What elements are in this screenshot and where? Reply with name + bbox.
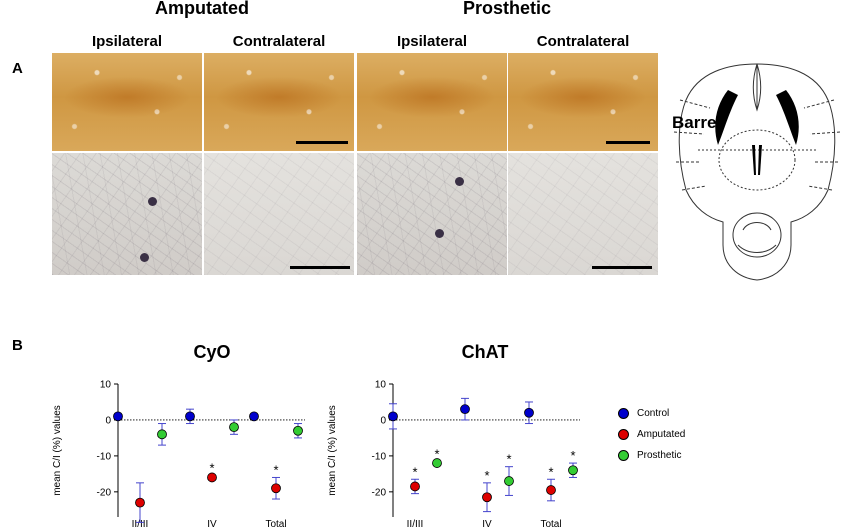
col-title-prosthetic-ipsilateral: Ipsilateral — [396, 33, 468, 50]
micrograph-cyo-prosthetic-ipsilateral — [357, 53, 507, 151]
significance-marker: * — [434, 446, 439, 461]
data-point-prosthetic — [157, 429, 167, 440]
legend: Control Amputated Prosthetic — [618, 403, 738, 466]
chart-chat: mean C/I (%) values 10 0 -10 -20 II/III IV Tota… — [327, 380, 580, 528]
y-axis-label: mean C/I (%) values — [52, 405, 63, 496]
panel-b-letter: B — [12, 337, 23, 354]
significance-marker: * — [548, 464, 553, 479]
data-point-control — [460, 404, 470, 415]
x-tick-label: Total — [265, 519, 286, 528]
data-point-amputated — [207, 472, 217, 483]
legend-marker-icon — [618, 408, 629, 419]
x-tick-label: IV — [482, 519, 492, 528]
data-point-prosthetic — [293, 425, 303, 436]
col-title-amputated-contralateral: Contralateral — [232, 33, 326, 50]
scale-bar — [592, 266, 652, 269]
group-title-prosthetic: Prosthetic — [462, 0, 552, 18]
legend-marker-icon — [618, 450, 629, 461]
panel-a-letter: A — [12, 60, 23, 77]
data-point-amputated — [482, 492, 492, 503]
data-point-prosthetic — [432, 458, 442, 468]
micrograph-chat-prosthetic-ipsilateral — [357, 153, 507, 275]
col-title-amputated-ipsilateral: Ipsilateral — [91, 33, 163, 50]
data-point-amputated — [135, 497, 145, 508]
y-tick-label: 0 — [105, 415, 111, 426]
x-tick-label: IV — [207, 519, 217, 528]
legend-marker-icon — [618, 429, 629, 440]
significance-marker: * — [506, 452, 511, 467]
scale-bar — [606, 141, 650, 144]
group-title-amputated: Amputated — [155, 0, 249, 18]
y-tick-label: -20 — [97, 487, 112, 498]
data-point-amputated — [271, 483, 281, 494]
micrograph-chat-prosthetic-contralateral — [508, 153, 658, 275]
micrograph-chat-amputated-ipsilateral — [52, 153, 202, 275]
y-tick-label: 10 — [100, 380, 112, 391]
data-point-amputated — [410, 481, 420, 492]
x-tick-label: II/III — [407, 519, 424, 528]
data-point-control — [185, 411, 195, 422]
y-tick-label: -10 — [97, 451, 112, 462]
neuron-soma — [435, 229, 444, 238]
chart-cyo: mean C/I (%) values 10 0 -10 -20 II/III IV Tota… — [52, 380, 305, 528]
x-tick-label: Total — [540, 519, 561, 528]
significance-marker: * — [209, 461, 214, 476]
barrel-label: Barrel — [672, 113, 721, 132]
significance-marker: * — [484, 468, 489, 483]
y-tick-label: 0 — [380, 415, 386, 426]
col-title-prosthetic-contralateral: Contralateral — [536, 33, 630, 50]
data-point-control — [249, 411, 259, 422]
chart-title-chat: ChAT — [461, 342, 509, 362]
legend-label: Amputated — [637, 429, 686, 440]
micrograph-cyo-amputated-contralateral — [204, 53, 354, 151]
micrograph-cyo-prosthetic-contralateral — [508, 53, 658, 151]
scale-bar — [290, 266, 350, 269]
legend-item-amputated: Amputated — [618, 424, 738, 445]
data-point-amputated — [546, 485, 556, 495]
y-axis-label: mean C/I (%) values — [327, 405, 338, 496]
x-tick-label: II/III — [132, 519, 149, 528]
legend-label: Prosthetic — [637, 450, 682, 461]
micrograph-cyo-amputated-ipsilateral — [52, 53, 202, 151]
brain-coronal-schematic: Barrel — [672, 63, 841, 281]
data-point-prosthetic — [229, 422, 239, 433]
scale-bar — [296, 141, 348, 144]
y-tick-label: 10 — [375, 380, 387, 391]
data-point-control — [524, 407, 534, 418]
data-point-control — [388, 411, 398, 422]
legend-label: Control — [637, 408, 670, 419]
chart-title-cyo: CyO — [193, 342, 231, 362]
neuron-soma — [140, 253, 149, 262]
micrograph-chat-amputated-contralateral — [204, 153, 354, 275]
legend-item-prosthetic: Prosthetic — [618, 445, 738, 466]
data-point-prosthetic — [504, 476, 514, 486]
neuron-soma — [455, 177, 464, 186]
y-tick-label: -10 — [372, 451, 387, 462]
significance-marker: * — [412, 464, 417, 479]
significance-marker: * — [570, 448, 575, 463]
y-tick-label: -20 — [372, 487, 387, 498]
data-point-prosthetic — [568, 465, 578, 476]
data-point-control — [113, 411, 123, 422]
significance-marker: * — [273, 462, 278, 477]
neuron-soma — [148, 197, 157, 206]
legend-item-control: Control — [618, 403, 738, 424]
